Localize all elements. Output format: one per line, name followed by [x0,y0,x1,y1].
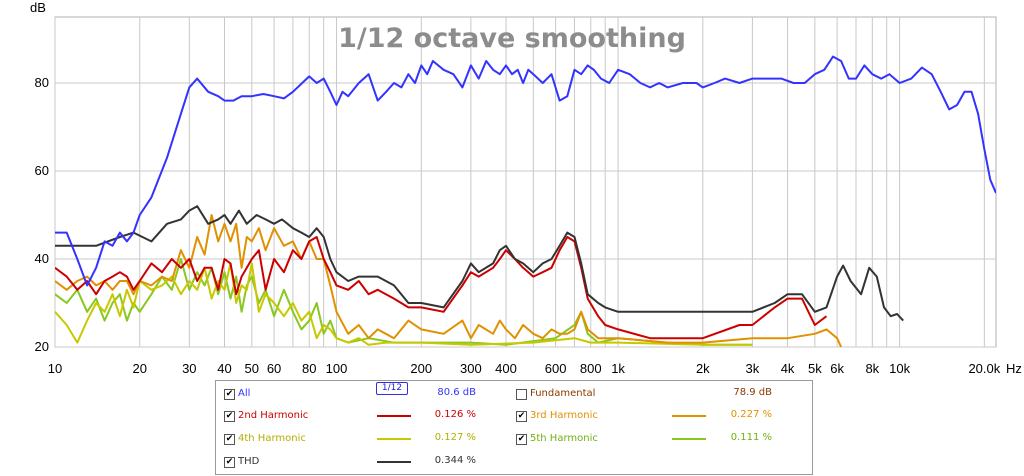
x-tick-label: 2k [696,361,710,376]
legend-value-fundamental: 78.9 dB [733,387,772,398]
checkbox-thd[interactable]: ✔ [224,457,235,468]
x-tick-label: 80 [302,361,316,376]
x-tick-label: 100 [326,361,348,376]
y-tick-label: 40 [35,251,49,266]
checkbox-2nd-harmonic[interactable]: ✔ [224,411,235,422]
legend-label-5th-harmonic: 5th Harmonic [530,433,598,444]
legend-label-4th-harmonic: 4th Harmonic [238,433,306,444]
legend-item-5th-harmonic[interactable]: ✔ 5th Harmonic [516,432,666,446]
legend-value-5th-harmonic: 0.111 % [730,432,772,443]
x-tick-labels: 10 20 30 40 50 60 80 100 200 300 400 600 800 1k 2k 3k 4k… [48,361,1001,376]
legend-label-fundamental: Fundamental [530,388,596,399]
x-tick-label: 8k [865,361,879,376]
x-tick-label: 10k [889,361,910,376]
legend-item-all[interactable]: ✔ All [224,387,374,401]
series-line-4th-harmonic [55,262,753,346]
x-axis-unit: Hz [1006,361,1022,376]
x-tick-label: 400 [495,361,517,376]
series-line-all [55,55,996,287]
x-tick-label: 50 [245,361,259,376]
x-tick-label: 3k [746,361,760,376]
legend-line-5th-harmonic [672,438,706,440]
y-tick-label: 60 [35,163,49,178]
chart-title: 1/12 octave smoothing [338,23,686,54]
legend-item-4th-harmonic[interactable]: ✔ 4th Harmonic [224,432,374,446]
x-tick-label: 10 [48,361,62,376]
x-tick-label: 20 [133,361,147,376]
checkbox-5th-harmonic[interactable]: ✔ [516,434,527,445]
grid-lines [54,17,996,348]
x-tick-label: 200 [410,361,432,376]
legend-item-2nd-harmonic[interactable]: ✔ 2nd Harmonic [224,409,374,423]
x-tick-label: 20.0k [968,361,1000,376]
x-tick-label: 1k [611,361,625,376]
legend-panel: ✔ All 1/12 80.6 dB Fundamental 78.9 dB ✔… [215,380,813,475]
smoothing-badge[interactable]: 1/12 [376,382,408,395]
x-tick-label: 800 [580,361,602,376]
y-tick-label: 80 [35,75,49,90]
checkbox-3rd-harmonic[interactable]: ✔ [516,411,527,422]
x-tick-label: 6k [830,361,844,376]
series-line-3rd-harmonic [55,214,843,347]
checkbox-4th-harmonic[interactable]: ✔ [224,434,235,445]
y-tick-labels: 20 40 60 80 [35,75,49,354]
x-tick-label: 60 [267,361,281,376]
legend-item-fundamental[interactable]: Fundamental [516,387,666,401]
legend-value-3rd-harmonic: 0.227 % [730,409,772,420]
legend-label-3rd-harmonic: 3rd Harmonic [530,410,598,421]
x-tick-label: 300 [460,361,482,376]
legend-label-thd: THD [238,456,260,467]
x-tick-label: 4k [781,361,795,376]
legend-value-all: 80.6 dB [437,387,476,398]
legend-item-thd[interactable]: ✔ THD [224,455,374,469]
legend-line-thd [377,461,411,463]
x-tick-label: 40 [217,361,231,376]
plot-area [54,16,997,348]
series-layer [55,55,996,347]
legend-value-4th-harmonic: 0.127 % [434,432,476,443]
x-tick-label: 30 [182,361,196,376]
series-line-thd [55,205,904,322]
frequency-response-chart: 1/12 octave smoothing dB Hz 20 40 60 80 10 2… [30,0,1022,376]
checkbox-all[interactable]: ✔ [224,389,235,400]
legend-value-thd: 0.344 % [434,455,476,466]
legend-line-2nd-harmonic [377,415,411,417]
legend-value-2nd-harmonic: 0.126 % [434,409,476,420]
series-line-2nd-harmonic [55,236,828,340]
legend-label-2nd-harmonic: 2nd Harmonic [238,410,309,421]
x-tick-label: 600 [545,361,567,376]
y-tick-label: 20 [35,339,49,354]
checkbox-fundamental[interactable] [516,389,527,400]
legend-line-4th-harmonic [377,438,411,440]
y-axis-label: dB [30,0,46,15]
legend-item-3rd-harmonic[interactable]: ✔ 3rd Harmonic [516,409,666,423]
legend-label-all: All [238,388,251,399]
legend-line-3rd-harmonic [672,415,706,417]
x-tick-label: 5k [808,361,822,376]
